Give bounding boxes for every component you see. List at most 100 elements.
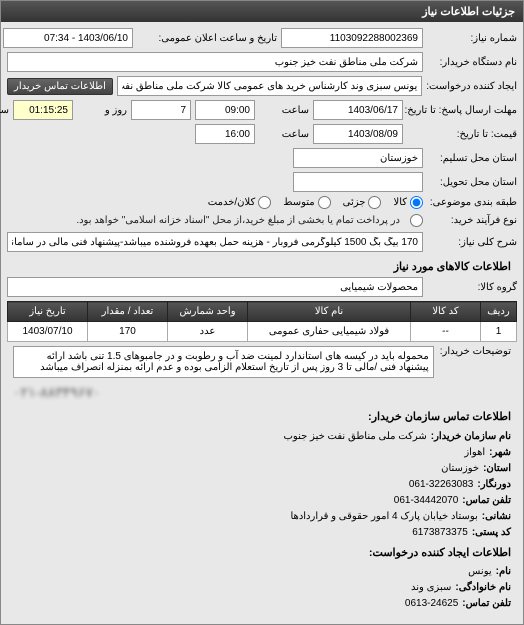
cphone-value: 0613-24625 xyxy=(405,596,458,612)
blurred-phone: ۰۲۱-۸۸۳۴۹۶۷۰ xyxy=(13,384,100,400)
goods-table: ردیف کد کالا نام کالا واحد شمارش تعداد /… xyxy=(7,301,517,342)
group-label: گروه کالا: xyxy=(427,282,517,293)
th-unit: واحد شمارش xyxy=(168,302,248,322)
contact-section: اطلاعات تماس سازمان خریدار: نام سازمان خ… xyxy=(7,403,517,618)
th-name: نام کالا xyxy=(248,302,411,322)
need-desc-label: شرح کلی نیاز: xyxy=(427,237,517,248)
creator-header: اطلاعات ایجاد کننده درخواست: xyxy=(13,545,511,563)
supplier-desc-box: محموله باید در کیسه های استاندارد لمینت … xyxy=(13,346,434,378)
buyer-label: نام دستگاه خریدار: xyxy=(427,57,517,68)
address-value: بوستاد خیابان پارک 4 امور حقوقی و قراردا… xyxy=(291,509,478,525)
row-supplier-desc: توضیحات خریدار: محموله باید در کیسه های … xyxy=(7,342,517,382)
main-panel: جزئیات اطلاعات نیاز شماره نیاز: تاریخ و … xyxy=(0,0,524,625)
request-number-input[interactable] xyxy=(281,28,423,48)
cprov-value: خوزستان xyxy=(441,461,479,477)
radio-kalan-label: کلان/خدمت xyxy=(208,197,255,208)
radio-kalan-input[interactable] xyxy=(258,196,271,209)
radio-jozi-label: جزئی xyxy=(343,197,366,208)
name-value: یونس xyxy=(468,564,491,580)
deadline-time-label: ساعت xyxy=(259,105,309,116)
org-label: نام سازمان خریدار: xyxy=(431,429,511,445)
address-label: نشانی: xyxy=(482,509,511,525)
deadline-remain-label: ساعت باقی مانده xyxy=(0,105,9,116)
radio-jozi[interactable]: جزئی xyxy=(343,196,382,209)
process-note: در پرداخت تمام یا بخشی از مبلغ خرید،از م… xyxy=(70,213,406,228)
supplier-desc-label: توضیحات خریدار: xyxy=(440,346,511,357)
row-group: گروه کالا: xyxy=(7,277,517,297)
cell-code: -- xyxy=(411,322,481,342)
row-buyer: نام دستگاه خریدار: xyxy=(7,52,517,72)
cell-name: فولاد شیمیایی حفاری عمومی xyxy=(248,322,411,342)
packaging-radio-group: کالا جزئی متوسط کلان/خدمت xyxy=(208,196,423,209)
cell-unit: عدد xyxy=(168,322,248,342)
row-request-number: شماره نیاز: تاریخ و ساعت اعلان عمومی: xyxy=(7,28,517,48)
org-value: شرکت ملی مناطق نفت خیز جنوب xyxy=(284,429,427,445)
row-packaging: طبقه بندی موضوعی: کالا جزئی متوسط کلان/خ… xyxy=(7,196,517,209)
radio-kalan[interactable]: کلان/خدمت xyxy=(208,196,271,209)
row-need-desc: شرح کلی نیاز: xyxy=(7,232,517,252)
postal-label: کد پستی: xyxy=(472,525,511,541)
announce-datetime-input[interactable] xyxy=(3,28,133,48)
table-header-row: ردیف کد کالا نام کالا واحد شمارش تعداد /… xyxy=(8,302,517,322)
row-delivery: استان محل تحویل: xyxy=(7,172,517,192)
th-row: ردیف xyxy=(481,302,517,322)
postal-value: 6173873375 xyxy=(412,525,468,541)
row-validity: قیمت: تا تاریخ: ساعت xyxy=(7,124,517,144)
deadline-days-label: روز و xyxy=(77,105,127,116)
creator-input[interactable] xyxy=(117,76,422,96)
cell-qty: 170 xyxy=(88,322,168,342)
fax-value: 061-32263083 xyxy=(409,477,474,493)
radio-kala-input[interactable] xyxy=(410,196,423,209)
goods-section-title: اطلاعات کالاهای مورد نیاز xyxy=(7,256,517,277)
name-label: نام: xyxy=(496,564,511,580)
request-number-label: شماره نیاز: xyxy=(427,33,517,44)
process-radio[interactable] xyxy=(410,214,423,227)
radio-kala-label: کالا xyxy=(393,197,407,208)
buyer-input[interactable] xyxy=(7,52,423,72)
row-deadline: مهلت ارسال پاسخ: تا تاریخ: ساعت روز و سا… xyxy=(7,100,517,120)
th-qty: تعداد / مقدار xyxy=(88,302,168,322)
validity-time-input[interactable] xyxy=(195,124,255,144)
validity-date-input[interactable] xyxy=(313,124,403,144)
deadline-label: مهلت ارسال پاسخ: تا تاریخ: xyxy=(407,105,517,116)
need-desc-input[interactable] xyxy=(7,232,423,252)
table-row[interactable]: 1 -- فولاد شیمیایی حفاری عمومی عدد 170 1… xyxy=(8,322,517,342)
deadline-time-input[interactable] xyxy=(195,100,255,120)
deadline-date-input[interactable] xyxy=(313,100,403,120)
form-area: شماره نیاز: تاریخ و ساعت اعلان عمومی: نا… xyxy=(1,22,523,624)
radio-jozi-input[interactable] xyxy=(368,196,381,209)
city-label: شهر: xyxy=(489,445,511,461)
delivery-label: استان محل تحویل: xyxy=(427,177,517,188)
cell-row: 1 xyxy=(481,322,517,342)
city-value: اهواز xyxy=(464,445,485,461)
validity-time-label: ساعت xyxy=(259,129,309,140)
deadline-days-input[interactable] xyxy=(131,100,191,120)
phone-label: تلفن تماس: xyxy=(462,493,511,509)
row-creator: ایجاد کننده درخواست: اطلاعات تماس خریدار xyxy=(7,76,517,96)
process-label: نوع فرآیند خرید: xyxy=(427,215,517,226)
family-label: نام خانوادگی: xyxy=(455,580,511,596)
cprov-label: استان: xyxy=(483,461,511,477)
delivery-input[interactable] xyxy=(293,172,423,192)
creator-label: ایجاد کننده درخواست: xyxy=(426,81,517,92)
radio-motevaset-input[interactable] xyxy=(318,196,331,209)
blurred-phone-area: ۰۲۱-۸۸۳۴۹۶۷۰ xyxy=(7,382,517,403)
cphone-label: تلفن تماس: xyxy=(462,596,511,612)
radio-motevaset[interactable]: متوسط xyxy=(283,196,330,209)
packaging-label: طبقه بندی موضوعی: xyxy=(427,197,517,208)
th-date: تاریخ نیاز xyxy=(8,302,88,322)
row-process: نوع فرآیند خرید: در پرداخت تمام یا بخشی … xyxy=(7,213,517,228)
panel-title: جزئیات اطلاعات نیاز xyxy=(1,1,523,22)
cell-date: 1403/07/10 xyxy=(8,322,88,342)
group-input[interactable] xyxy=(7,277,423,297)
contact-info-button[interactable]: اطلاعات تماس خریدار xyxy=(7,78,113,95)
row-province: استان محل تسلیم: xyxy=(7,148,517,168)
province-input[interactable] xyxy=(293,148,423,168)
radio-kala[interactable]: کالا xyxy=(393,196,423,209)
th-code: کد کالا xyxy=(411,302,481,322)
validity-label: قیمت: تا تاریخ: xyxy=(407,129,517,140)
announce-datetime-label: تاریخ و ساعت اعلان عمومی: xyxy=(137,33,277,44)
family-value: سبزی وند xyxy=(411,580,451,596)
phone-value: 061-34442070 xyxy=(394,493,459,509)
deadline-remain-input xyxy=(13,100,73,120)
